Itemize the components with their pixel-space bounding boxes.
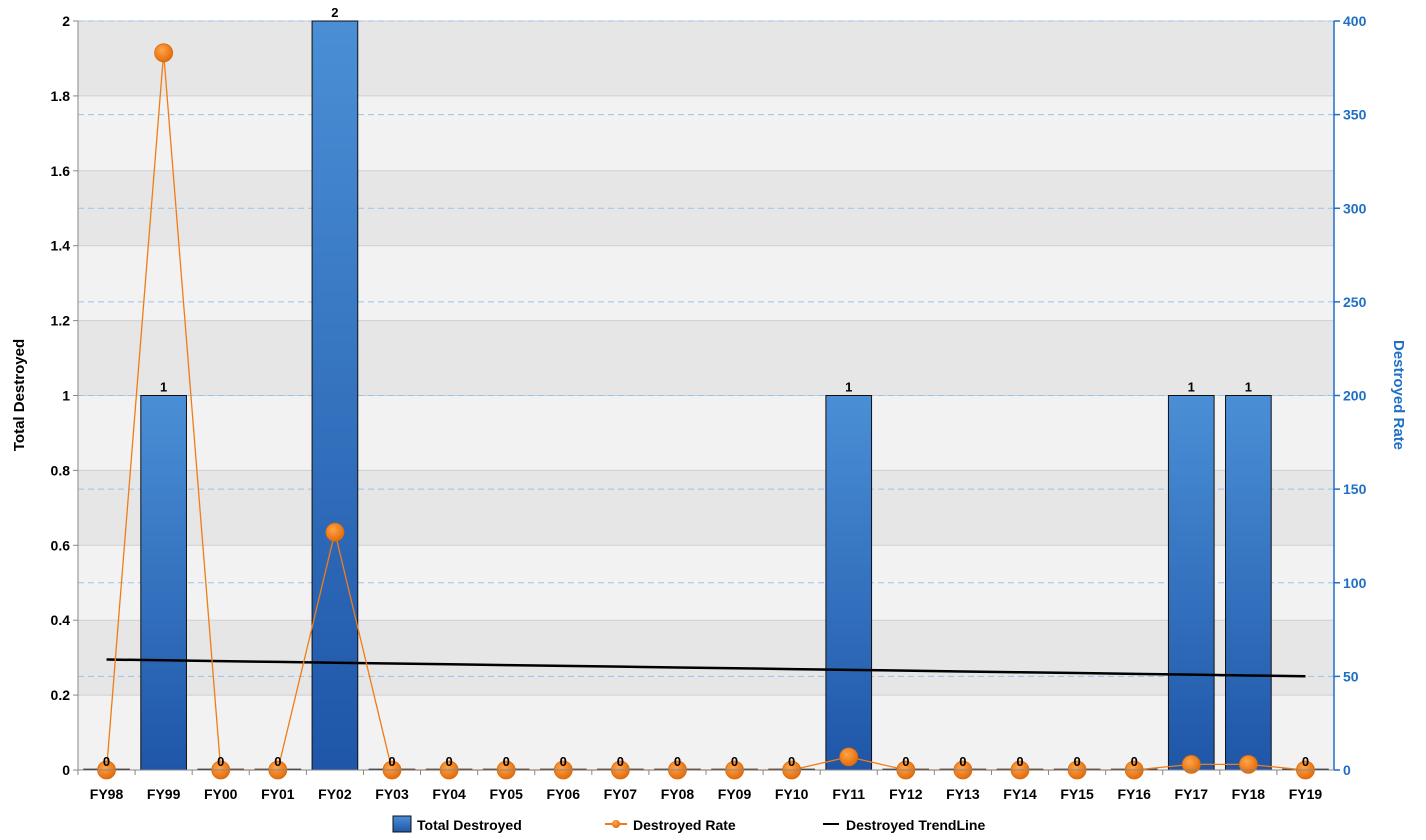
plot-background-bands — [78, 21, 1334, 770]
bar-data-label: 0 — [1016, 754, 1023, 769]
bar-data-label: 0 — [902, 754, 909, 769]
bar — [825, 395, 873, 771]
x-tick-label: FY03 — [375, 786, 409, 802]
rate-point — [154, 43, 174, 63]
y-tick-label: 1.4 — [51, 238, 71, 254]
bar-data-label: 1 — [845, 380, 852, 395]
y-tick-label: 1 — [62, 388, 70, 404]
legend-label: Total Destroyed — [417, 817, 522, 833]
rate-point — [839, 747, 859, 767]
bar-data-label: 0 — [731, 754, 738, 769]
plot-band — [78, 620, 1334, 696]
x-tick-label: FY17 — [1175, 786, 1209, 802]
bar-data-label: 0 — [788, 754, 795, 769]
y-tick-label: 1.8 — [51, 88, 71, 104]
x-tick-label: FY18 — [1232, 786, 1266, 802]
bar-data-label: 1 — [1245, 380, 1252, 395]
legend-label: Destroyed Rate — [633, 817, 736, 833]
x-tick-label: FY11 — [832, 786, 865, 802]
y2-tick-label: 400 — [1343, 13, 1367, 29]
y2-tick-label: 50 — [1343, 668, 1359, 684]
x-tick-label: FY06 — [547, 786, 581, 802]
bar-data-label: 0 — [1302, 754, 1309, 769]
bar-data-label: 1 — [1188, 380, 1195, 395]
bar-data-label: 2 — [331, 5, 338, 20]
x-tick-label: FY07 — [604, 786, 638, 802]
plot-band — [78, 170, 1334, 246]
y-axis-title-left: Total Destroyed — [11, 339, 28, 451]
bar-data-label: 0 — [560, 754, 567, 769]
bar — [311, 20, 359, 771]
bar-data-label: 0 — [1073, 754, 1080, 769]
y-tick-label: 0.2 — [51, 687, 71, 703]
bar-data-label: 1 — [160, 380, 167, 395]
data-labels: 0 1 0 0 2 0 0 0 0 0 0 0 0 1 0 0 0 0 0 1 1 0 — [103, 5, 1309, 769]
y2-tick-label: 150 — [1343, 481, 1367, 497]
y-tick-label: 0.8 — [51, 462, 71, 478]
x-tick-label: FY12 — [889, 786, 923, 802]
y-tick-label: 1.6 — [51, 163, 71, 179]
bar-data-label: 0 — [617, 754, 624, 769]
x-tick-label: FY10 — [775, 786, 809, 802]
y2-tick-label: 200 — [1343, 388, 1367, 404]
x-tick-label: FY04 — [432, 786, 466, 802]
x-tick-label: FY99 — [147, 786, 181, 802]
y-tick-label: 1.2 — [51, 313, 71, 329]
bar — [1167, 395, 1215, 771]
bar-data-label: 0 — [217, 754, 224, 769]
x-tick-label: FY01 — [261, 786, 295, 802]
legend: Total Destroyed Destroyed Rate Destroyed T… — [392, 815, 985, 833]
legend-swatch-bars — [392, 815, 412, 833]
legend-swatch-marker — [612, 820, 620, 828]
bar-data-label: 0 — [503, 754, 510, 769]
bar-data-label: 0 — [674, 754, 681, 769]
x-tick-label: FY02 — [318, 786, 352, 802]
y-tick-label: 0 — [62, 762, 70, 778]
bar-data-label: 0 — [274, 754, 281, 769]
y-tick-label: 0.4 — [51, 612, 71, 628]
x-tick-label: FY14 — [1003, 786, 1037, 802]
x-tick-label: FY98 — [90, 786, 124, 802]
x-tick-label: FY09 — [718, 786, 752, 802]
rate-point — [1181, 754, 1201, 774]
bar-data-label: 0 — [388, 754, 395, 769]
plot-band — [78, 695, 1334, 770]
plot-band — [78, 95, 1334, 171]
y-tick-label: 2 — [62, 13, 70, 29]
trendline — [106, 658, 1306, 678]
bar-series-total-destroyed — [83, 20, 1329, 771]
plot-band — [78, 21, 1334, 96]
trendline-series — [106, 658, 1306, 678]
legend-label: Destroyed TrendLine — [846, 817, 985, 833]
y2-tick-label: 350 — [1343, 107, 1367, 123]
x-tick-label: FY15 — [1060, 786, 1094, 802]
x-tick-label: FY05 — [489, 786, 523, 802]
y-tick-label: 0.6 — [51, 537, 71, 553]
plot-band — [78, 470, 1334, 546]
rate-point — [1238, 754, 1258, 774]
rate-point — [325, 522, 345, 542]
y2-tick-label: 300 — [1343, 200, 1367, 216]
plot-band — [78, 245, 1334, 321]
plot-band — [78, 320, 1334, 396]
bar — [140, 395, 187, 771]
y2-tick-label: 100 — [1343, 575, 1367, 591]
x-tick-label: FY00 — [204, 786, 238, 802]
plot-band — [78, 545, 1334, 621]
bar-data-label: 0 — [103, 754, 110, 769]
bar-data-label: 0 — [1131, 754, 1138, 769]
y2-tick-label: 0 — [1343, 762, 1351, 778]
bar-data-label: 0 — [445, 754, 452, 769]
axes: 00.20.40.60.811.21.41.61.820501001502002… — [51, 13, 1367, 802]
plot-band — [78, 395, 1334, 471]
y-axis-title-right: Destroyed Rate — [1390, 340, 1407, 450]
bar — [1225, 395, 1272, 771]
x-tick-label: FY08 — [661, 786, 695, 802]
y2-tick-label: 250 — [1343, 294, 1367, 310]
bar-data-label: 0 — [959, 754, 966, 769]
x-tick-label: FY13 — [946, 786, 980, 802]
x-tick-label: FY19 — [1289, 786, 1323, 802]
x-tick-label: FY16 — [1117, 786, 1151, 802]
